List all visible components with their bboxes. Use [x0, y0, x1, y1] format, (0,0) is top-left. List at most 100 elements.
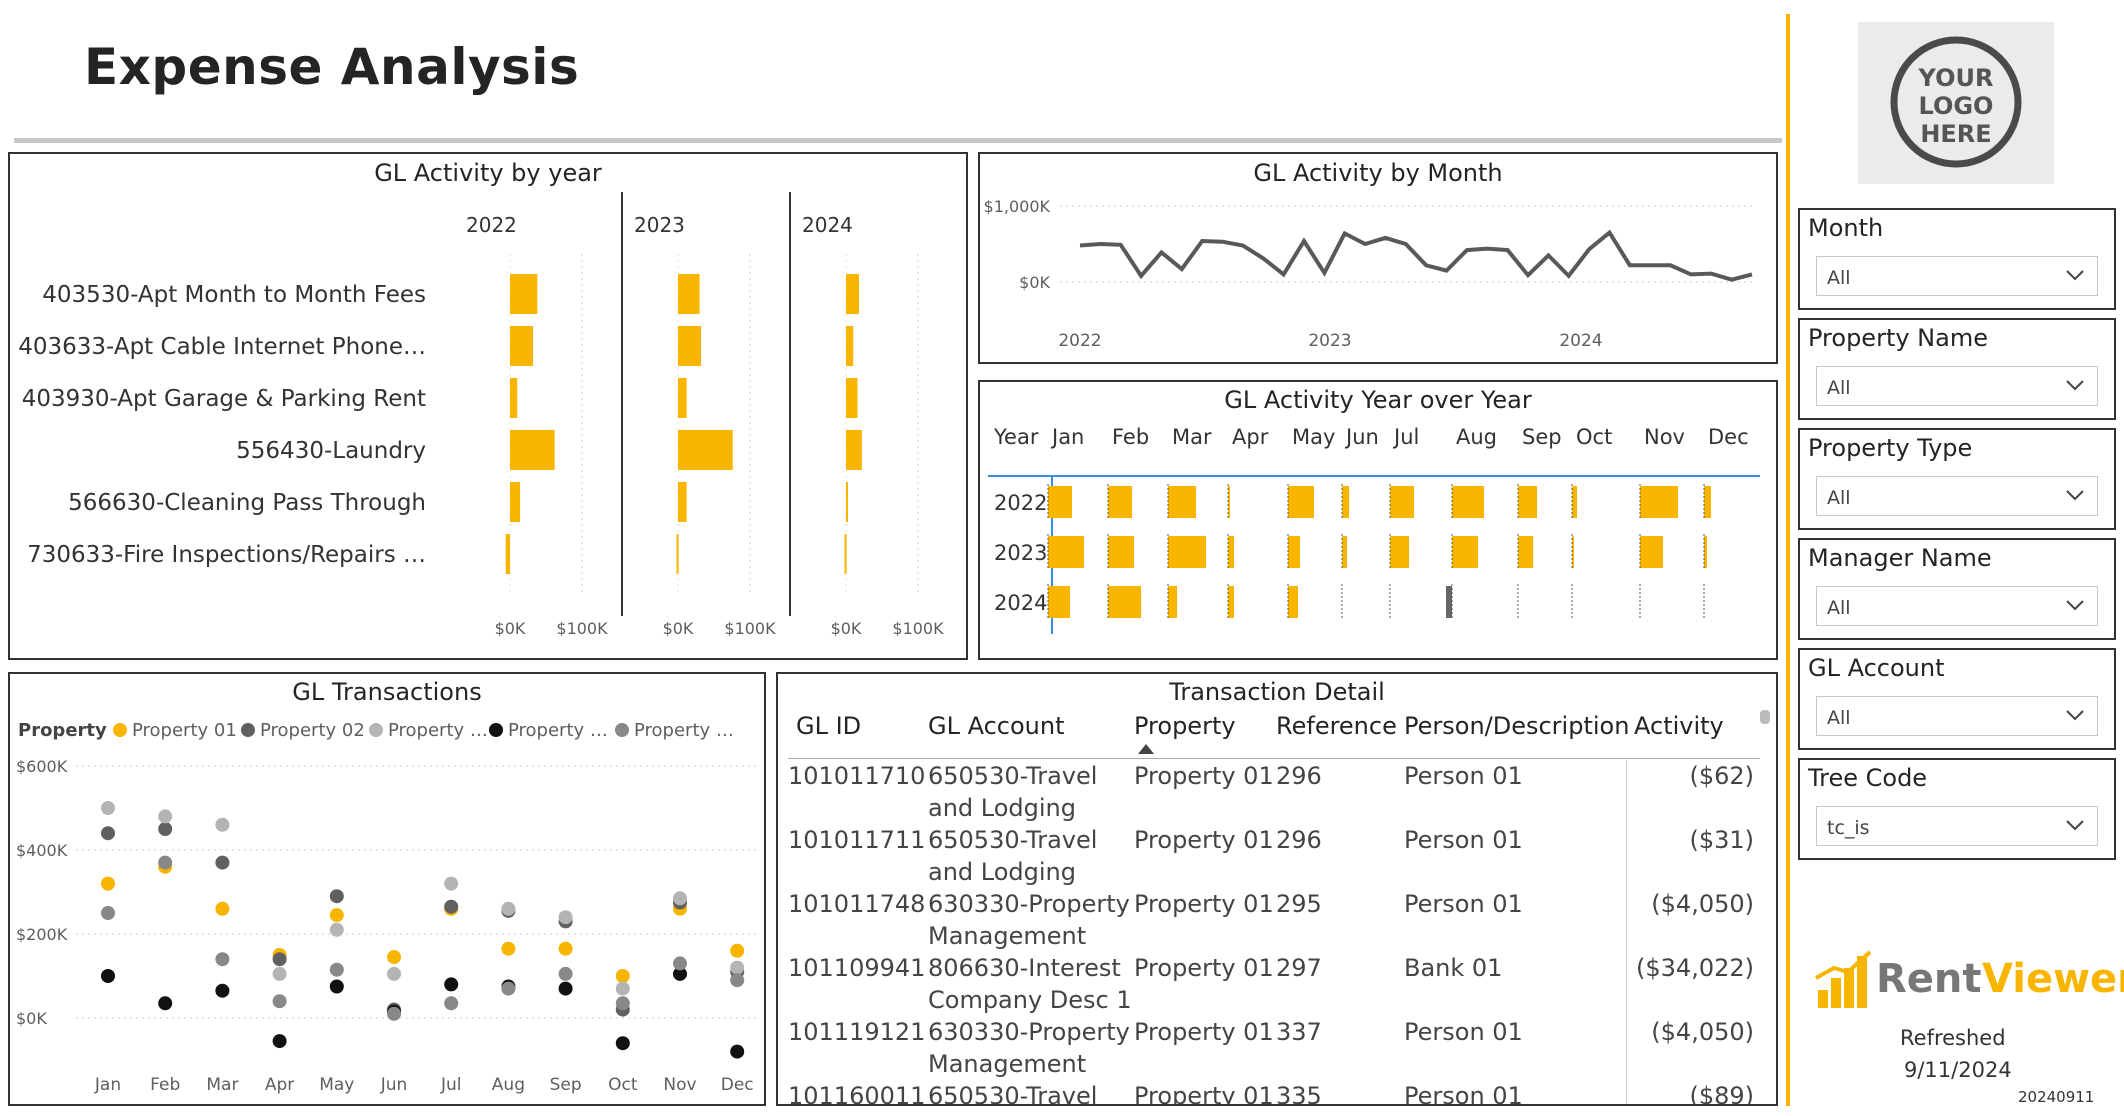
scrollbar-thumb[interactable]: [1760, 710, 1770, 724]
yoy-bar[interactable]: [1228, 586, 1234, 618]
yoy-bar[interactable]: [1342, 536, 1347, 568]
table-row[interactable]: 101160011 650530-Travel Property 01 335 Pers…: [778, 1080, 1768, 1104]
point-2[interactable]: [615, 981, 630, 996]
point-4[interactable]: [501, 981, 516, 996]
col-header-property[interactable]: Property: [1134, 712, 1236, 740]
point-0[interactable]: [387, 950, 401, 965]
point-3[interactable]: [730, 1044, 745, 1059]
yoy-bar[interactable]: [1452, 486, 1484, 518]
point-3[interactable]: [615, 1036, 630, 1051]
slicer-dropdown[interactable]: All: [1816, 696, 2098, 736]
point-4[interactable]: [444, 996, 459, 1011]
slicer-dropdown[interactable]: tc_is: [1816, 806, 2098, 846]
table-row[interactable]: 101109941 806630-Interest Company Desc 1 Pr…: [778, 952, 1768, 1016]
col-header-person[interactable]: Person/Description: [1404, 712, 1630, 740]
yoy-bar[interactable]: [1168, 486, 1196, 518]
bar-2023-2[interactable]: [678, 378, 687, 418]
point-0[interactable]: [329, 908, 344, 923]
yoy-bar[interactable]: [1048, 586, 1070, 618]
point-4[interactable]: [730, 973, 745, 988]
bar-2022-1[interactable]: [510, 326, 534, 366]
table-row[interactable]: 101119121 630330-Property Management Proper…: [778, 1016, 1768, 1080]
chevron-down-icon[interactable]: [2065, 485, 2085, 505]
chevron-down-icon[interactable]: [2065, 705, 2085, 725]
point-2[interactable]: [444, 876, 459, 891]
yoy-bar[interactable]: [1228, 536, 1234, 568]
point-0[interactable]: [558, 941, 573, 956]
point-3[interactable]: [272, 1034, 287, 1049]
col-header-reference[interactable]: Reference: [1276, 712, 1397, 740]
yoy-bar[interactable]: [1342, 486, 1349, 518]
point-2[interactable]: [272, 966, 287, 981]
yoy-bar[interactable]: [1288, 486, 1314, 518]
chevron-down-icon[interactable]: [2065, 375, 2085, 395]
point-2[interactable]: [730, 960, 745, 975]
point-2[interactable]: [387, 966, 401, 981]
point-1[interactable]: [329, 889, 344, 904]
yoy-bar[interactable]: [1640, 486, 1678, 518]
point-2[interactable]: [673, 891, 687, 906]
point-3[interactable]: [158, 996, 173, 1011]
activity-line[interactable]: [1079, 229, 1753, 282]
yoy-bar[interactable]: [1108, 586, 1141, 618]
bar-2024-0[interactable]: [846, 274, 859, 314]
bar-2024-1[interactable]: [846, 326, 854, 366]
point-1[interactable]: [158, 822, 173, 836]
yoy-bar[interactable]: [1446, 586, 1452, 618]
table-row[interactable]: 101011711 650530-Travel and Lodging Propert…: [778, 824, 1768, 888]
yoy-bar[interactable]: [1048, 486, 1072, 518]
yoy-bar[interactable]: [1704, 486, 1711, 518]
yoy-bar[interactable]: [1704, 536, 1707, 568]
slicer-dropdown[interactable]: All: [1816, 256, 2098, 296]
bar-2024-3[interactable]: [846, 430, 862, 470]
bar-2022-4[interactable]: [510, 482, 521, 522]
yoy-bar[interactable]: [1390, 486, 1414, 518]
yoy-bar[interactable]: [1572, 486, 1577, 518]
point-4[interactable]: [158, 855, 173, 870]
bar-2023-4[interactable]: [678, 482, 687, 522]
bar-2022-3[interactable]: [510, 430, 555, 470]
col-header-activity[interactable]: Activity: [1634, 712, 1724, 740]
yoy-bar[interactable]: [1518, 486, 1537, 518]
sort-ascending-icon[interactable]: [1138, 744, 1154, 754]
yoy-bar[interactable]: [1108, 486, 1132, 518]
point-1[interactable]: [215, 855, 230, 870]
slicer-dropdown[interactable]: All: [1816, 586, 2098, 626]
point-0[interactable]: [215, 901, 230, 916]
point-3[interactable]: [101, 969, 115, 983]
point-0[interactable]: [501, 941, 516, 956]
point-1[interactable]: [444, 899, 459, 914]
point-3[interactable]: [558, 981, 573, 996]
bar-2022-5[interactable]: [505, 534, 510, 574]
yoy-bar[interactable]: [1390, 536, 1409, 568]
point-2[interactable]: [329, 922, 344, 937]
point-0[interactable]: [615, 969, 630, 983]
yoy-bar[interactable]: [1518, 536, 1533, 568]
point-4[interactable]: [329, 962, 344, 977]
bar-2023-0[interactable]: [678, 274, 700, 314]
point-2[interactable]: [501, 901, 516, 916]
yoy-bar[interactable]: [1168, 536, 1206, 568]
bar-2024-5[interactable]: [844, 534, 847, 574]
bar-2023-3[interactable]: [678, 430, 733, 470]
yoy-bar[interactable]: [1288, 586, 1298, 618]
table-row[interactable]: 101011710 650530-Travel and Lodging Propert…: [778, 760, 1768, 824]
point-4[interactable]: [101, 906, 115, 920]
yoy-bar[interactable]: [1228, 486, 1230, 518]
point-4[interactable]: [387, 1006, 401, 1021]
bar-2022-0[interactable]: [510, 274, 538, 314]
point-4[interactable]: [558, 966, 573, 981]
point-4[interactable]: [615, 996, 630, 1011]
chevron-down-icon[interactable]: [2065, 265, 2085, 285]
point-4[interactable]: [272, 994, 287, 1009]
slicer-dropdown[interactable]: All: [1816, 476, 2098, 516]
slicer-dropdown[interactable]: All: [1816, 366, 2098, 406]
point-3[interactable]: [329, 979, 344, 994]
yoy-bar[interactable]: [1452, 536, 1478, 568]
col-header-gl-id[interactable]: GL ID: [796, 712, 862, 740]
chevron-down-icon[interactable]: [2065, 595, 2085, 615]
point-3[interactable]: [444, 977, 459, 992]
point-2[interactable]: [558, 910, 573, 925]
point-2[interactable]: [101, 801, 115, 815]
yoy-bar[interactable]: [1640, 536, 1663, 568]
